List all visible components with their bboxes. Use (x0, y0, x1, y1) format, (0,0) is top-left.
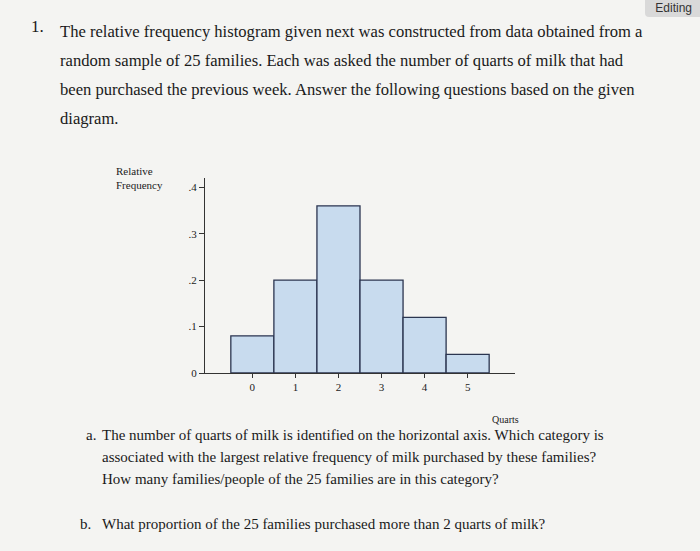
html-text:1.: 1. (31, 17, 44, 36)
svg-text:0: 0 (250, 381, 256, 393)
svg-text:Quarts: Quarts (492, 414, 519, 425)
html-text:random sample of 25 families.: random sample of 25 families. Each was a… (60, 51, 624, 70)
svg-text:RelativeFrequency: RelativeFrequency (116, 165, 163, 191)
svg-text:2: 2 (336, 381, 342, 393)
html-text:been purchased the previous we: been purchased the previous week. Answer… (60, 80, 635, 99)
html-text:How many families/people of th: How many families/people of the 25 famil… (102, 471, 499, 487)
html-text:Editing: Editing (655, 1, 692, 15)
svg-text:.2: .2 (189, 274, 197, 286)
html-text:a. The number of quarts of mil: a. The number of quarts of milk is ident… (86, 427, 604, 443)
svg-text:0: 0 (191, 367, 197, 379)
html-text:associated with the largest re: associated with the largest relative fre… (102, 449, 597, 465)
svg-text:4: 4 (422, 381, 428, 393)
svg-text:1: 1 (293, 381, 299, 393)
svg-text:.3: .3 (189, 228, 198, 240)
svg-text:.1: .1 (189, 320, 197, 332)
html-text:What proportion of the 25 fami: What proportion of the 25 families purch… (102, 516, 546, 532)
svg-text:5: 5 (465, 381, 471, 393)
svg-text:3: 3 (379, 381, 385, 393)
html-text:diagram.: diagram. (60, 109, 119, 128)
html-text:The relative frequency histogr: The relative frequency histogram given n… (60, 22, 643, 41)
html-text:b.: b. (80, 516, 92, 532)
svg-text:.4: .4 (189, 181, 198, 193)
